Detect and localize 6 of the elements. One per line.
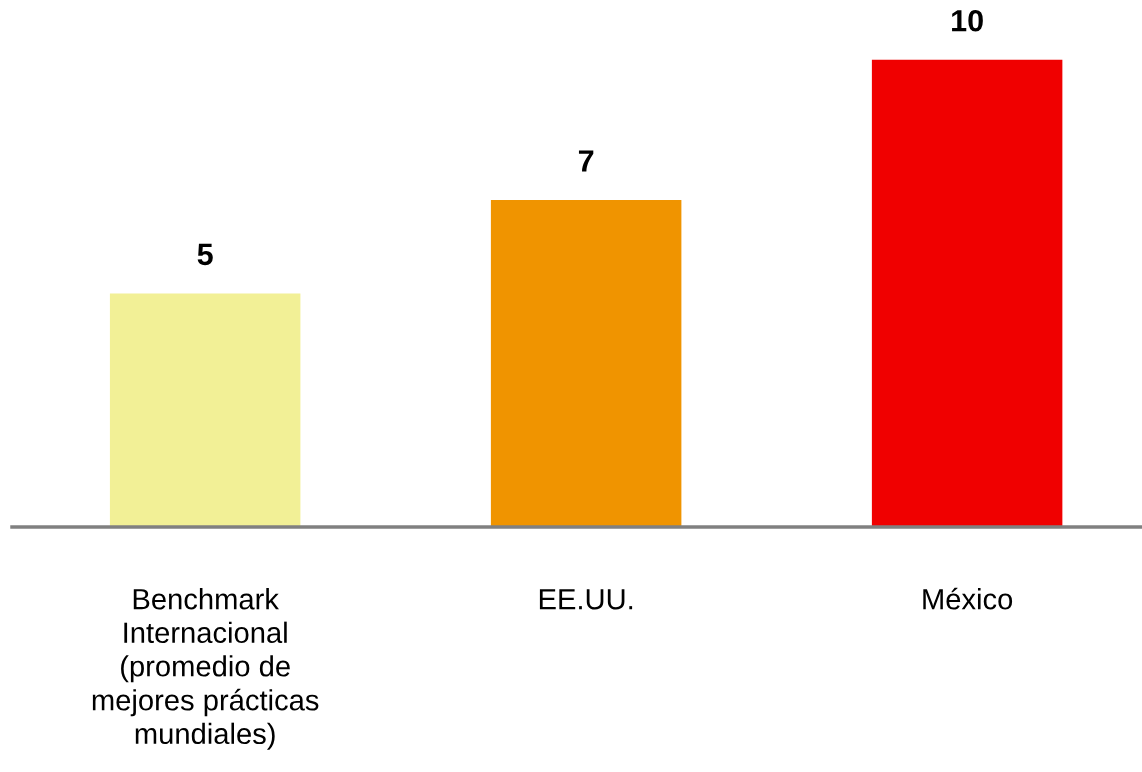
x-tick-label: Benchmark Internacional (promedio de mejores prácticas mundiales) [92,588,319,750]
x-tick-label: México [923,587,1013,610]
data-label: 10 [952,9,983,32]
x-tick-label: EE.UU. [539,589,633,610]
data-label: 7 [578,150,594,172]
data-label: 5 [197,243,213,266]
